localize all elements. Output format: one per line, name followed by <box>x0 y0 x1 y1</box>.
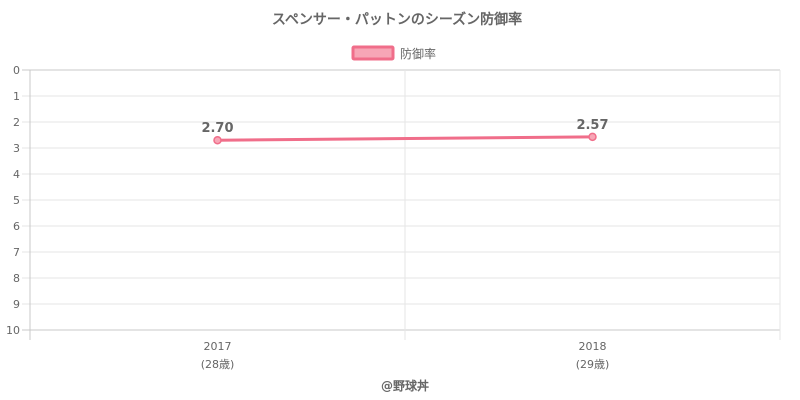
x-tick-sublabel: (28歳) <box>201 358 235 371</box>
x-tick-label: 2018 <box>579 340 607 353</box>
data-point <box>213 135 222 145</box>
y-tick-label: 7 <box>13 246 20 259</box>
y-tick-label: 2 <box>13 116 20 129</box>
legend[interactable]: 防御率 <box>351 45 436 61</box>
chart-title: スペンサー・パットンのシーズン防御率 <box>272 11 522 28</box>
legend-label: 防御率 <box>400 46 436 61</box>
y-tick-label: 3 <box>13 142 20 155</box>
data-label: 2.70 <box>201 121 233 136</box>
y-tick-label: 0 <box>13 64 20 77</box>
y-tick-label: 10 <box>6 324 20 337</box>
credit-text: @野球丼 <box>381 378 429 393</box>
y-tick-label: 9 <box>13 298 20 311</box>
legend-swatch <box>351 45 395 61</box>
x-axis: 2017 (28歳) 2018 (29歳) <box>201 340 610 371</box>
y-tick-label: 6 <box>13 220 20 233</box>
series: 2.70 2.57 <box>201 118 609 145</box>
x-tick-label: 2017 <box>204 340 232 353</box>
data-label: 2.57 <box>576 118 608 133</box>
y-tick-label: 1 <box>13 90 20 103</box>
x-tick-sublabel: (29歳) <box>576 358 610 371</box>
y-tick-label: 5 <box>13 194 20 207</box>
y-tick-label: 4 <box>13 168 20 181</box>
y-axis: 0 1 2 3 4 5 6 7 8 9 10 <box>6 64 20 337</box>
data-point <box>588 132 597 142</box>
series-line <box>217 135 593 142</box>
grid <box>22 69 781 340</box>
y-tick-label: 8 <box>13 272 20 285</box>
